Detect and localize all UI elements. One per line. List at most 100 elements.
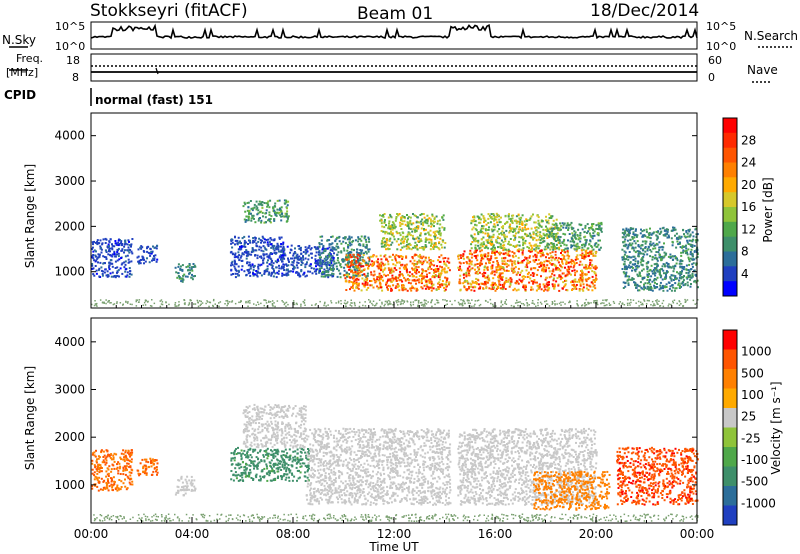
range-gate: [259, 217, 261, 219]
range-gate: [266, 243, 269, 246]
range-gate: [561, 258, 564, 261]
range-gate: [404, 238, 407, 241]
range-gate: [475, 271, 478, 273]
range-gate: [600, 221, 603, 224]
range-gate: [129, 272, 131, 275]
range-gate: [443, 286, 445, 289]
range-gate: [486, 267, 489, 270]
range-gate: [626, 230, 629, 233]
range-gate: [285, 215, 288, 218]
range-gate: [347, 255, 350, 258]
range-gate: [218, 302, 220, 304]
range-gate: [355, 251, 358, 254]
range-gate: [684, 283, 687, 286]
range-gate: [679, 260, 682, 263]
range-gate: [689, 234, 692, 237]
range-gate: [530, 244, 533, 247]
range-gate: [499, 273, 502, 276]
range-gate: [277, 270, 280, 273]
range-gate: [418, 259, 421, 262]
range-gate: [261, 201, 264, 203]
range-gate: [504, 238, 507, 240]
range-gate: [285, 305, 287, 307]
range-gate: [276, 271, 279, 274]
range-gate: [488, 261, 491, 264]
range-gate: [689, 251, 692, 253]
range-gate: [206, 300, 208, 302]
range-gate: [490, 272, 493, 275]
range-gate: [320, 272, 323, 275]
range-gate: [649, 240, 652, 243]
range-gate: [323, 249, 326, 252]
range-gate: [310, 247, 313, 250]
range-gate: [511, 217, 514, 220]
range-gate: [199, 304, 202, 307]
range-gate: [662, 305, 665, 308]
range-gate: [640, 228, 642, 231]
range-gate: [425, 299, 427, 302]
range-gate: [112, 303, 115, 306]
range-gate: [401, 216, 404, 219]
range-gate: [436, 302, 439, 304]
range-gate: [360, 252, 363, 255]
range-gate: [627, 234, 630, 237]
range-gate: [600, 227, 603, 230]
range-gate: [653, 304, 655, 307]
range-gate: [540, 303, 543, 305]
range-gate: [655, 268, 657, 271]
range-gate: [489, 221, 492, 224]
range-gate: [493, 219, 495, 222]
range-gate: [474, 251, 477, 254]
range-gate: [304, 266, 307, 269]
range-gate: [400, 303, 402, 305]
range-gate: [532, 259, 535, 262]
range-gate: [200, 300, 202, 303]
range-gate: [590, 235, 593, 238]
range-gate: [475, 240, 478, 243]
range-gate: [268, 220, 271, 223]
range-gate: [513, 262, 516, 264]
range-gate: [430, 241, 433, 244]
range-gate: [438, 232, 441, 235]
range-gate: [472, 286, 475, 289]
range-gate: [366, 263, 369, 266]
range-gate: [108, 264, 111, 267]
range-gate: [552, 246, 555, 249]
range-gate: [412, 228, 415, 231]
range-gate: [143, 262, 145, 265]
range-gate: [109, 259, 112, 262]
range-gate: [430, 300, 433, 302]
range-gate: [352, 253, 355, 256]
range-gate: [395, 216, 398, 218]
range-gate: [95, 250, 97, 253]
range-gate: [420, 274, 423, 277]
range-gate: [325, 264, 328, 266]
range-gate: [446, 303, 448, 305]
range-gate: [659, 231, 662, 234]
range-gate: [327, 276, 330, 279]
range-gate: [639, 247, 642, 250]
range-gate: [300, 261, 303, 264]
range-gate: [413, 287, 416, 290]
range-gate: [523, 304, 526, 306]
range-gate: [481, 282, 484, 285]
range-gate: [491, 249, 494, 251]
range-gate: [233, 265, 236, 268]
range-gate: [393, 227, 396, 230]
range-gate: [663, 277, 666, 280]
range-gate: [563, 255, 566, 258]
range-gate: [496, 260, 499, 262]
range-gate: [622, 255, 625, 258]
range-gate: [557, 227, 559, 230]
range-gate: [627, 245, 630, 248]
range-gate: [226, 299, 229, 302]
range-gate: [680, 285, 682, 288]
range-gate: [153, 255, 155, 257]
range-gate: [571, 239, 574, 242]
range-gate: [475, 224, 478, 227]
range-gate: [509, 227, 512, 230]
range-gate: [179, 265, 182, 268]
range-gate: [594, 287, 597, 290]
range-gate: [510, 220, 513, 223]
range-gate: [412, 301, 415, 303]
